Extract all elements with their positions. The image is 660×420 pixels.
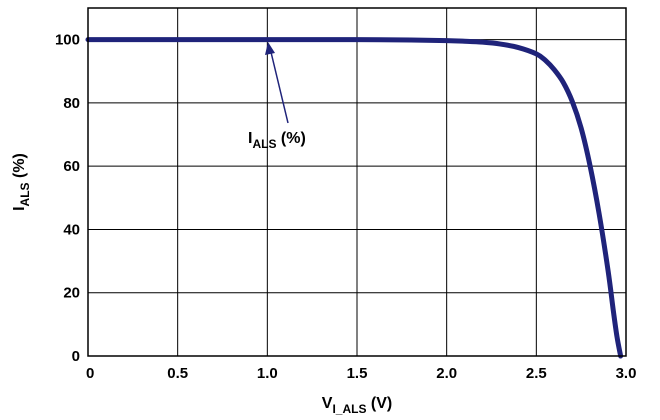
annotation-arrow	[269, 47, 289, 124]
x-tick-label: 2.5	[526, 365, 547, 382]
annotation-label: IALS (%)	[248, 130, 306, 151]
x-axis-title: VI_ALS (V)	[322, 395, 392, 416]
annotation-arrowhead	[265, 42, 275, 55]
series-line	[85, 37, 624, 359]
y-tick-labels: 0 20 40 60 80 100	[55, 32, 80, 365]
y-tick-label: 20	[63, 285, 80, 302]
series-layer	[85, 37, 624, 359]
x-tick-label: 1.0	[257, 365, 278, 382]
annotation-layer: IALS (%)	[248, 42, 306, 151]
y-tick-label: 0	[72, 348, 80, 365]
x-tick-label: 0	[86, 365, 94, 382]
x-tick-labels: 0 0.5 1.0 1.5 2.0 2.5 3.0	[86, 365, 636, 382]
x-tick-label: 1.5	[347, 365, 368, 382]
x-tick-label: 2.0	[436, 365, 457, 382]
x-tick-label: 3.0	[616, 365, 637, 382]
y-tick-label: 40	[63, 221, 80, 238]
x-tick-label: 0.5	[167, 365, 188, 382]
y-axis-title: IALS (%)	[11, 153, 32, 211]
y-tick-label: 100	[55, 32, 80, 49]
plot-frame	[87, 7, 627, 357]
y-tick-label: 80	[63, 95, 80, 112]
y-tick-label: 60	[63, 158, 80, 175]
